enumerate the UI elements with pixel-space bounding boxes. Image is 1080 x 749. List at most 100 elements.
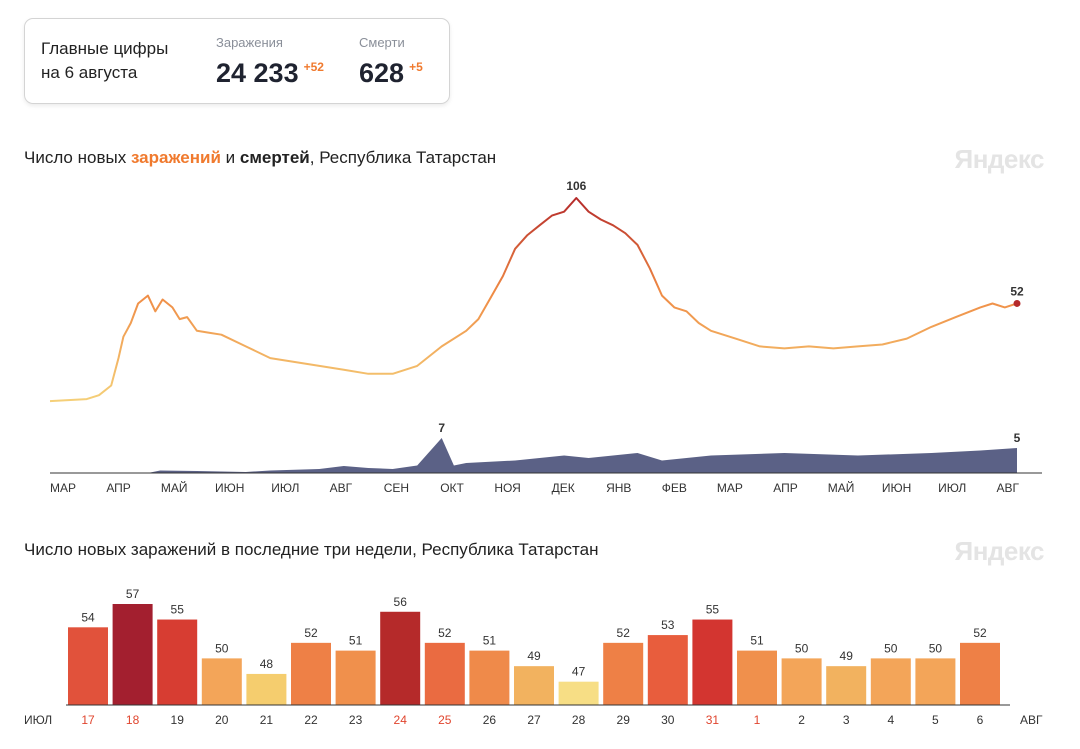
infections-last-point: [1013, 299, 1021, 307]
title-infections: заражений: [130, 148, 221, 167]
bar-1: [737, 650, 777, 705]
title-suffix: , Республика Татарстан: [309, 148, 497, 167]
bar-25: [424, 642, 465, 705]
x-tick-label: МАЙ: [161, 480, 188, 495]
summary-title-line2: на 6 августа: [41, 63, 138, 82]
bar-30: [647, 635, 688, 705]
bar-value-label: 56: [394, 595, 408, 609]
x-tick-label: ИЮЛ: [271, 481, 299, 495]
bar-22: [291, 642, 331, 705]
x-tick-label: ЯНВ: [606, 481, 631, 495]
x-tick-label: СЕН: [384, 481, 409, 495]
bar-value-label: 49: [527, 649, 541, 663]
bar-category-label: 17: [81, 713, 95, 727]
bar-24: [380, 611, 421, 705]
bar-category-label: 20: [215, 713, 229, 727]
bar-28: [558, 681, 599, 705]
bar-value-label: 55: [706, 603, 720, 617]
bar-value-label: 52: [973, 626, 987, 640]
bar-value-label: 52: [438, 626, 452, 640]
bar-value-label: 51: [349, 634, 363, 648]
x-tick-label: ОКТ: [440, 481, 464, 495]
bar-27: [514, 666, 554, 705]
bar-20: [201, 658, 242, 705]
x-tick-label: АПР: [773, 481, 798, 495]
bar-26: [469, 650, 510, 705]
yandex-logo: Яндекс: [954, 144, 1045, 174]
bar-value-label: 57: [126, 587, 140, 601]
summary-card: Главные цифры на 6 августа Заражения 24 …: [24, 18, 450, 104]
bar-category-label: 28: [572, 713, 586, 727]
deaths-area: [50, 438, 1017, 473]
x-tick-label: НОЯ: [494, 481, 520, 495]
bar-5: [915, 658, 956, 705]
x-tick-label: МАР: [50, 481, 76, 495]
bar-31: [692, 619, 733, 705]
summary-title: Главные цифры на 6 августа: [41, 37, 211, 85]
bar-category-label: 5: [932, 713, 939, 727]
bar-category-label: 19: [171, 713, 185, 727]
bar-value-label: 55: [171, 603, 185, 617]
bar-value-label: 53: [661, 618, 675, 632]
x-tick-label: ИЮЛ: [938, 481, 966, 495]
deaths-label: Смерти: [359, 35, 405, 50]
x-tick-label: МАР: [717, 481, 743, 495]
infections-line: [49, 197, 1018, 403]
bar-value-label: 47: [572, 665, 586, 679]
bar-category-label: 30: [661, 713, 675, 727]
bar-29: [603, 642, 644, 705]
bar-category-label: 27: [527, 713, 541, 727]
bar-17: [68, 627, 108, 705]
bar-value-label: 51: [750, 634, 764, 648]
infections-stat: Заражения 24 233 +52: [216, 35, 324, 89]
yandex-logo-2: Яндекс: [954, 536, 1045, 566]
deaths-label-0: 7: [438, 421, 445, 435]
line-chart: 106 52 7 5 МАР АПР МАЙ ИЮН ИЮЛ АВГ СЕН ОКТ НОЯ ДЕК ЯНВ…: [49, 180, 1042, 495]
bar-category-label: 26: [483, 713, 497, 727]
title-middle: и: [220, 148, 240, 167]
infections-label-1: 52: [1010, 284, 1024, 298]
bar-6: [960, 642, 1000, 705]
x-tick-label: ИЮН: [215, 481, 244, 495]
bar-chart-title: Число новых заражений в последние три не…: [24, 540, 599, 559]
bar-category-label: 31: [706, 713, 720, 727]
bar-category-label: 29: [617, 713, 631, 727]
bar-category-label: 2: [798, 713, 805, 727]
bar-value-label: 52: [304, 626, 318, 640]
bar-value-label: 50: [215, 641, 229, 655]
deaths-stat: Смерти 628 +5: [359, 35, 423, 89]
title-deaths: смертей: [239, 148, 310, 167]
bar-category-label: 3: [843, 713, 850, 727]
deaths-delta: +5: [409, 60, 423, 74]
bar-value-label: 49: [840, 649, 854, 663]
infections-label: Заражения: [216, 35, 283, 50]
deaths-label-1: 5: [1014, 431, 1021, 445]
infections-value: 24 233: [216, 58, 299, 88]
bar-23: [335, 650, 376, 705]
bar-2: [781, 658, 822, 705]
x-tick-label: МАЙ: [828, 480, 855, 495]
bar-value-label: 50: [884, 641, 898, 655]
month-start-label: ИЮЛ: [24, 713, 52, 727]
infections-label-0: 106: [566, 180, 586, 193]
bar-category-label: 23: [349, 713, 363, 727]
bar-category-label: 21: [260, 713, 274, 727]
bar-value-label: 54: [81, 610, 95, 624]
x-tick-label: АВГ: [997, 481, 1020, 495]
bar-category-label: 6: [977, 713, 984, 727]
title-prefix: Число новых: [24, 148, 131, 167]
x-tick-label: ДЕК: [552, 481, 575, 495]
x-tick-label: АПР: [106, 481, 131, 495]
bar-category-label: 25: [438, 713, 452, 727]
bar-3: [826, 666, 867, 705]
bar-category-label: 22: [304, 713, 318, 727]
bar-19: [157, 619, 198, 705]
bar-category-label: 24: [394, 713, 408, 727]
bar-value-label: 50: [929, 641, 943, 655]
x-tick-label: АВГ: [330, 481, 353, 495]
bar-21: [246, 673, 287, 705]
bar-value-label: 51: [483, 634, 497, 648]
month-end-label: АВГ: [1020, 713, 1043, 727]
x-tick-label: ИЮН: [882, 481, 911, 495]
bar-value-label: 48: [260, 657, 274, 671]
